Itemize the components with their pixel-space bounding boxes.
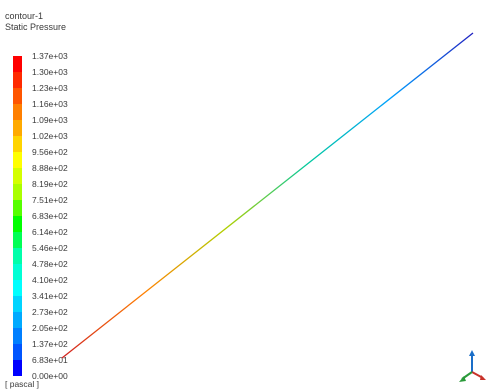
- colorbar-swatch: [13, 360, 22, 376]
- colorbar-tick-label: 6.14e+02: [32, 227, 68, 237]
- colorbar-tick-label: 4.10e+02: [32, 275, 68, 285]
- colorbar-swatch: [13, 280, 22, 296]
- colorbar-tick-label: 1.09e+03: [32, 115, 68, 125]
- axis-triad-icon: [459, 350, 486, 382]
- colorbar-tick-label: 1.30e+03: [32, 67, 68, 77]
- colorbar-swatch: [13, 312, 22, 328]
- triad-y-axis: [469, 350, 475, 372]
- colorbar-labels: 1.37e+03 1.30e+03 1.23e+03 1.16e+03 1.09e+03…: [32, 51, 92, 381]
- colorbar: [13, 56, 22, 376]
- colorbar-tick-label: 7.51e+02: [32, 195, 68, 205]
- colorbar-swatch: [13, 136, 22, 152]
- colorbar-tick-label: 6.83e+02: [32, 211, 68, 221]
- contour-line: [61, 32, 474, 359]
- colorbar-tick-label: 2.05e+02: [32, 323, 68, 333]
- colorbar-swatch: [13, 344, 22, 360]
- colorbar-swatch: [13, 328, 22, 344]
- colorbar-swatch: [13, 296, 22, 312]
- legend-title-block: contour-1 Static Pressure: [5, 11, 66, 33]
- colorbar-tick-label: 8.88e+02: [32, 163, 68, 173]
- colorbar-tick-label: 1.02e+03: [32, 131, 68, 141]
- colorbar-tick-label: 1.23e+03: [32, 83, 68, 93]
- colorbar-tick-label: 1.37e+03: [32, 51, 68, 61]
- colorbar-swatch: [13, 248, 22, 264]
- colorbar-tick-label: 4.78e+02: [32, 259, 68, 269]
- colorbar-tick-label: 9.56e+02: [32, 147, 68, 157]
- colorbar-tick-label: 5.46e+02: [32, 243, 68, 253]
- unit-label: [ pascal ]: [5, 379, 40, 389]
- colorbar-swatch: [13, 232, 22, 248]
- colorbar-swatch: [13, 88, 22, 104]
- colorbar-tick-label: 1.37e+02: [32, 339, 68, 349]
- colorbar-swatch: [13, 104, 22, 120]
- triad-x-axis: [471, 371, 486, 380]
- colorbar-swatch: [13, 216, 22, 232]
- contour-name: contour-1: [5, 11, 44, 21]
- colorbar-swatch: [13, 168, 22, 184]
- colorbar-swatch: [13, 72, 22, 88]
- variable-name: Static Pressure: [5, 22, 67, 32]
- colorbar-swatch: [13, 56, 22, 72]
- colorbar-tick-label: 1.16e+03: [32, 99, 68, 109]
- colorbar-swatch: [13, 264, 22, 280]
- colorbar-tick-label: 3.41e+02: [32, 291, 68, 301]
- colorbar-swatch: [13, 184, 22, 200]
- colorbar-tick-label: 0.00e+00: [32, 371, 68, 381]
- triad-z-axis: [459, 371, 473, 382]
- colorbar-swatch: [13, 152, 22, 168]
- colorbar-tick-label: 6.83e+01: [32, 355, 68, 365]
- colorbar-tick-label: 8.19e+02: [32, 179, 68, 189]
- colorbar-swatch: [13, 200, 22, 216]
- colorbar-tick-label: 2.73e+02: [32, 307, 68, 317]
- colorbar-swatch: [13, 120, 22, 136]
